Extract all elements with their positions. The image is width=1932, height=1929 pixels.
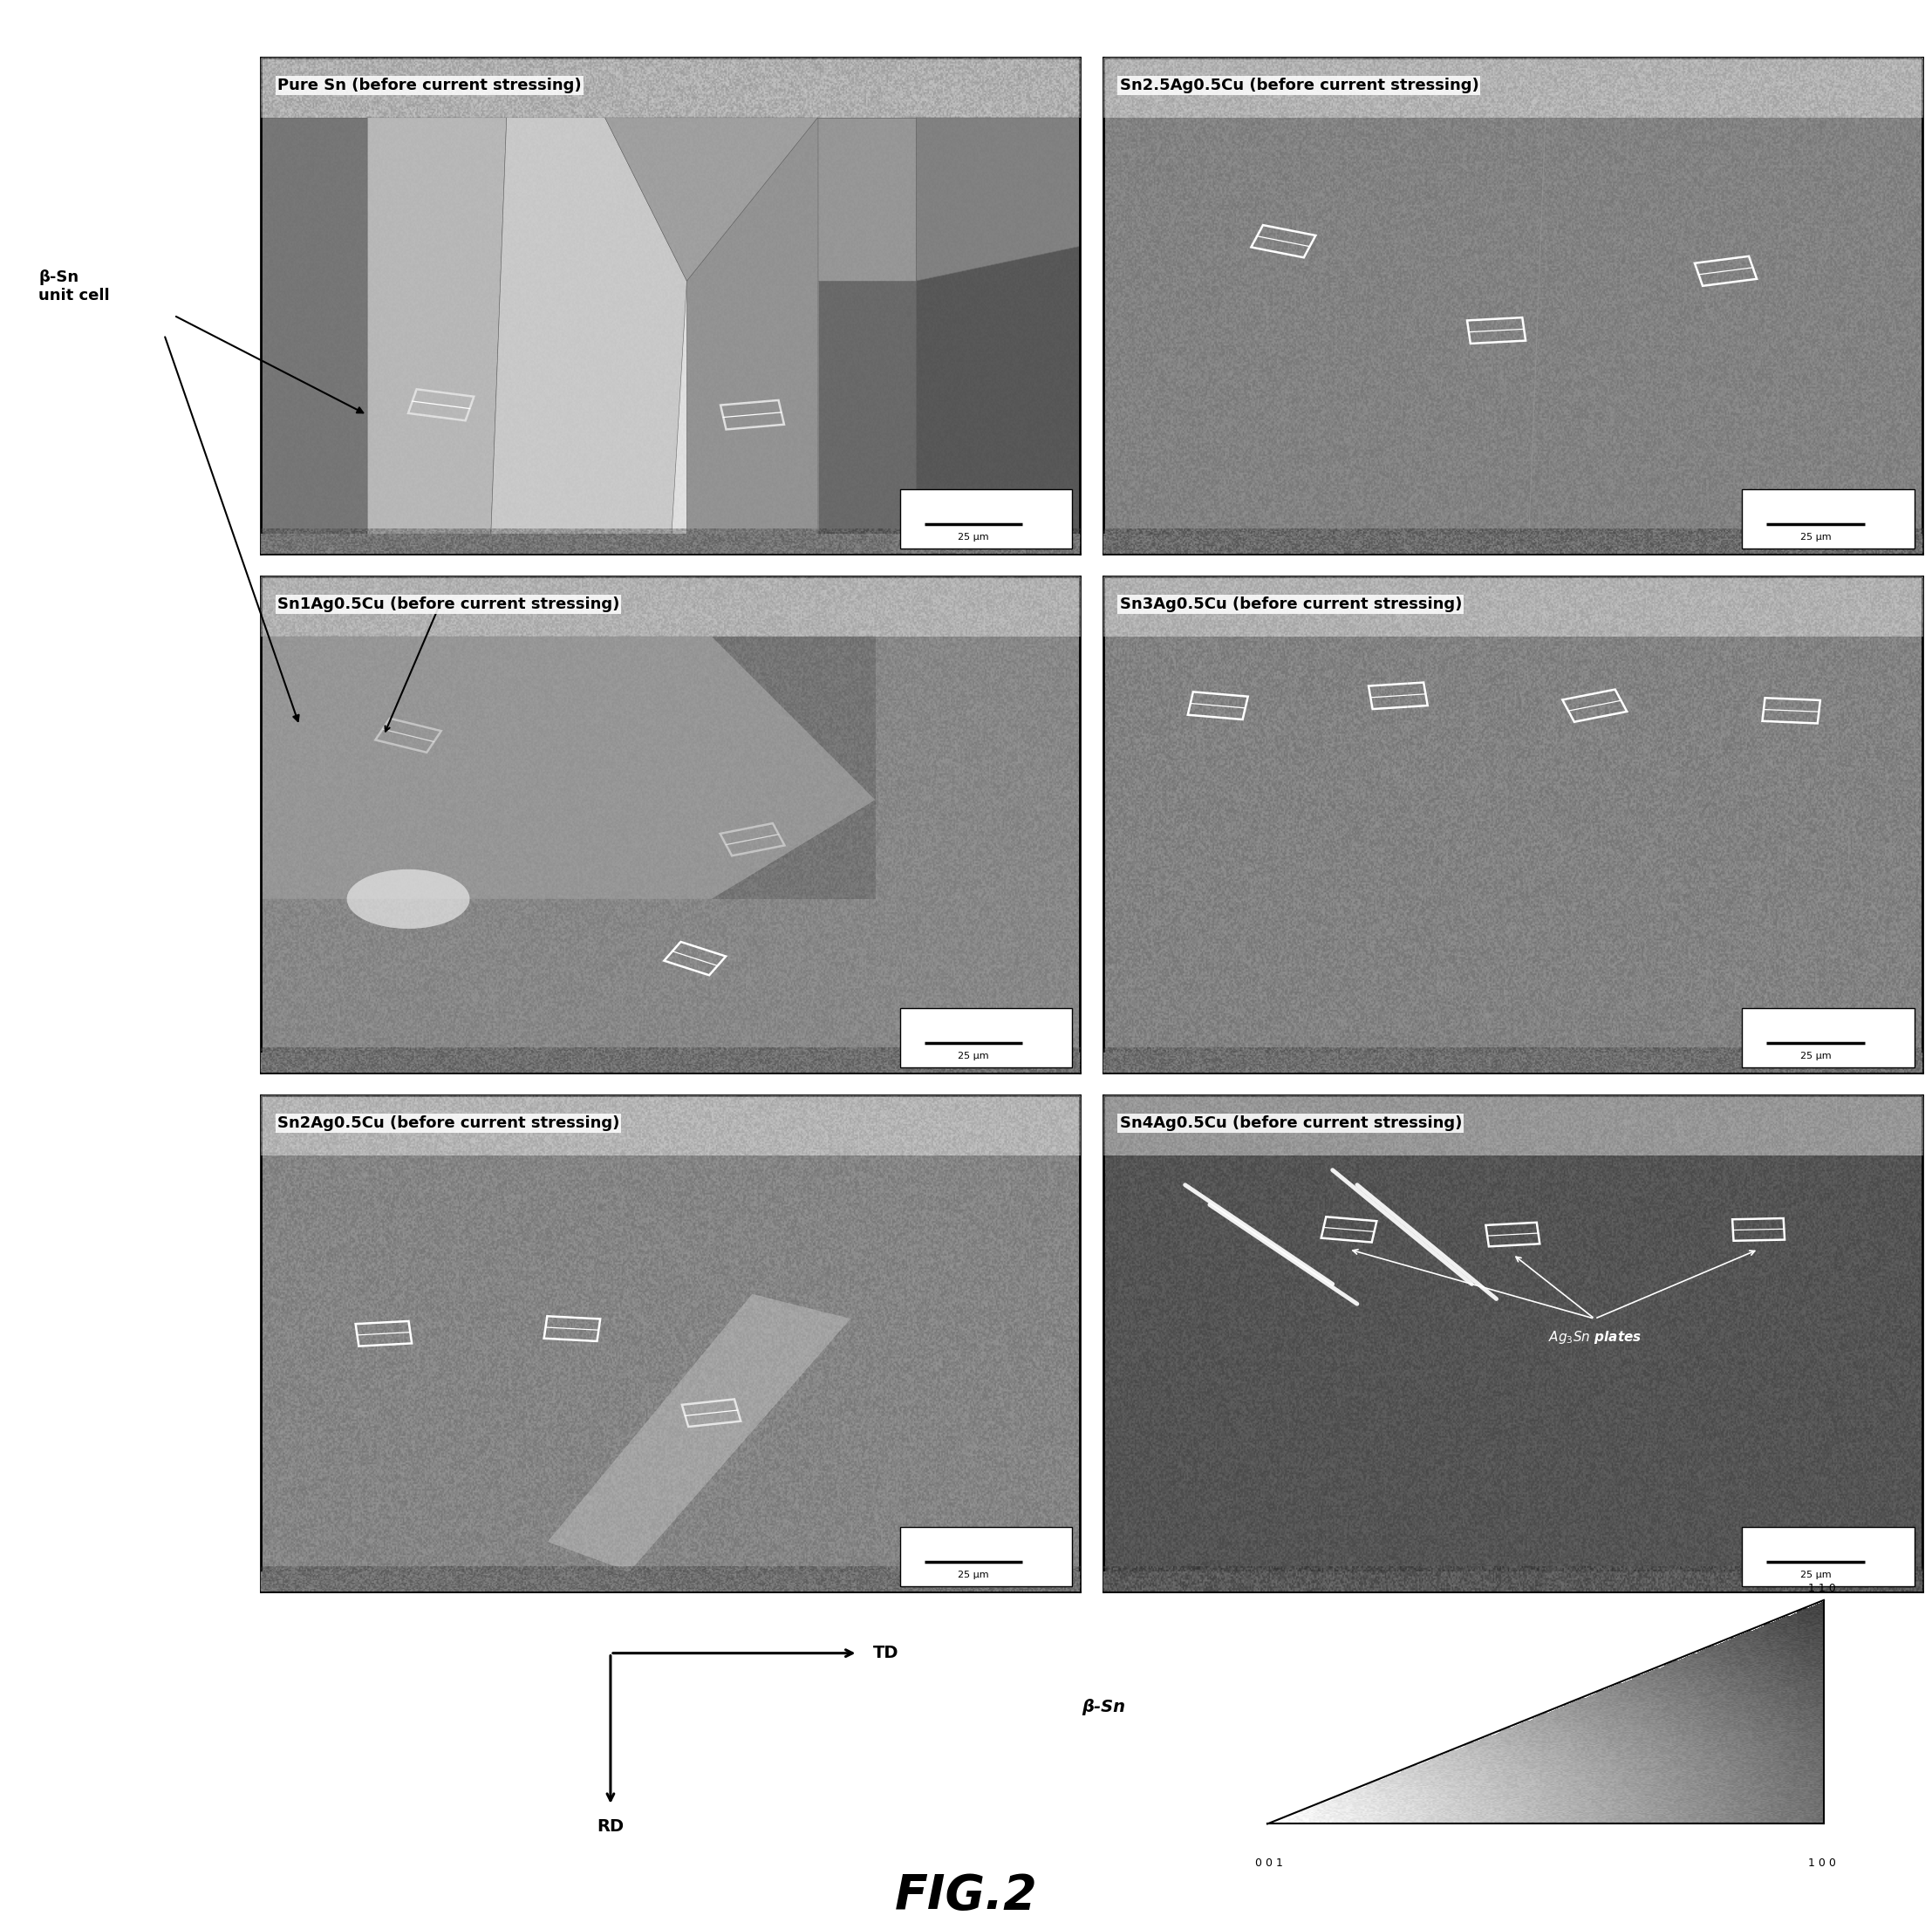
Polygon shape bbox=[261, 58, 1080, 118]
Bar bbox=[721, 399, 784, 430]
Bar bbox=[375, 718, 440, 752]
Polygon shape bbox=[367, 118, 506, 554]
Bar bbox=[1486, 1223, 1540, 1246]
Bar bbox=[1103, 1096, 1922, 1155]
Bar bbox=[1103, 1053, 1922, 1073]
Bar bbox=[1762, 698, 1820, 723]
Bar bbox=[900, 1009, 1072, 1067]
Bar bbox=[261, 534, 1080, 554]
Text: 25 μm: 25 μm bbox=[1801, 1570, 1832, 1580]
Polygon shape bbox=[261, 637, 875, 899]
Bar bbox=[261, 577, 1080, 637]
Bar bbox=[1368, 683, 1428, 710]
Polygon shape bbox=[670, 118, 817, 554]
Bar bbox=[1103, 1572, 1922, 1591]
Bar bbox=[1103, 577, 1922, 637]
Text: 1 0 0: 1 0 0 bbox=[1808, 1858, 1835, 1869]
Bar bbox=[1694, 257, 1756, 285]
Bar bbox=[900, 1528, 1072, 1586]
Text: β-Sn
unit cell: β-Sn unit cell bbox=[39, 270, 110, 303]
Bar bbox=[355, 1321, 412, 1346]
Bar bbox=[900, 490, 1072, 548]
Polygon shape bbox=[916, 118, 1080, 282]
Text: 0 0 1: 0 0 1 bbox=[1256, 1858, 1283, 1869]
Bar bbox=[1252, 226, 1316, 257]
Bar bbox=[1103, 58, 1922, 118]
Text: Sn3Ag0.5Cu (before current stressing): Sn3Ag0.5Cu (before current stressing) bbox=[1119, 596, 1463, 611]
Polygon shape bbox=[547, 1294, 850, 1572]
Bar bbox=[1743, 490, 1915, 548]
Bar bbox=[408, 390, 473, 421]
Text: Sn2Ag0.5Cu (before current stressing): Sn2Ag0.5Cu (before current stressing) bbox=[276, 1115, 620, 1130]
Bar bbox=[1733, 1219, 1785, 1240]
Bar bbox=[1188, 693, 1248, 720]
Text: Sn4Ag0.5Cu (before current stressing): Sn4Ag0.5Cu (before current stressing) bbox=[1119, 1115, 1463, 1130]
Bar bbox=[1743, 1009, 1915, 1067]
Polygon shape bbox=[261, 118, 367, 554]
Text: β-Sn: β-Sn bbox=[1082, 1699, 1126, 1715]
Bar bbox=[721, 824, 784, 856]
Bar bbox=[1563, 689, 1627, 721]
Bar bbox=[261, 1096, 1080, 1155]
Polygon shape bbox=[817, 118, 916, 282]
Bar bbox=[682, 1399, 740, 1427]
Text: 1 1 0: 1 1 0 bbox=[1808, 1584, 1835, 1595]
Polygon shape bbox=[491, 118, 686, 554]
Ellipse shape bbox=[348, 870, 469, 928]
Polygon shape bbox=[605, 118, 817, 282]
Bar bbox=[261, 1053, 1080, 1073]
Text: Sn1Ag0.5Cu (before current stressing): Sn1Ag0.5Cu (before current stressing) bbox=[276, 596, 620, 611]
Bar bbox=[1466, 318, 1526, 343]
Text: 25 μm: 25 μm bbox=[958, 1570, 989, 1580]
Text: 25 μm: 25 μm bbox=[958, 532, 989, 542]
Text: Sn2.5Ag0.5Cu (before current stressing): Sn2.5Ag0.5Cu (before current stressing) bbox=[1119, 77, 1478, 93]
Polygon shape bbox=[916, 247, 1080, 554]
Bar bbox=[1321, 1217, 1378, 1242]
Text: 25 μm: 25 μm bbox=[1801, 532, 1832, 542]
Text: TD: TD bbox=[873, 1645, 898, 1661]
Text: Pure Sn (before current stressing): Pure Sn (before current stressing) bbox=[276, 77, 582, 93]
Text: 25 μm: 25 μm bbox=[1801, 1051, 1832, 1061]
Bar bbox=[261, 1572, 1080, 1591]
Bar bbox=[1103, 534, 1922, 554]
Bar bbox=[1743, 1528, 1915, 1586]
Text: RD: RD bbox=[597, 1819, 624, 1834]
Text: 25 μm: 25 μm bbox=[958, 1051, 989, 1061]
Polygon shape bbox=[817, 282, 916, 554]
Text: $Ag_3Sn$ plates: $Ag_3Sn$ plates bbox=[1548, 1329, 1642, 1345]
Text: FIG.2: FIG.2 bbox=[895, 1873, 1037, 1919]
Bar bbox=[665, 941, 726, 976]
Bar bbox=[545, 1316, 601, 1341]
